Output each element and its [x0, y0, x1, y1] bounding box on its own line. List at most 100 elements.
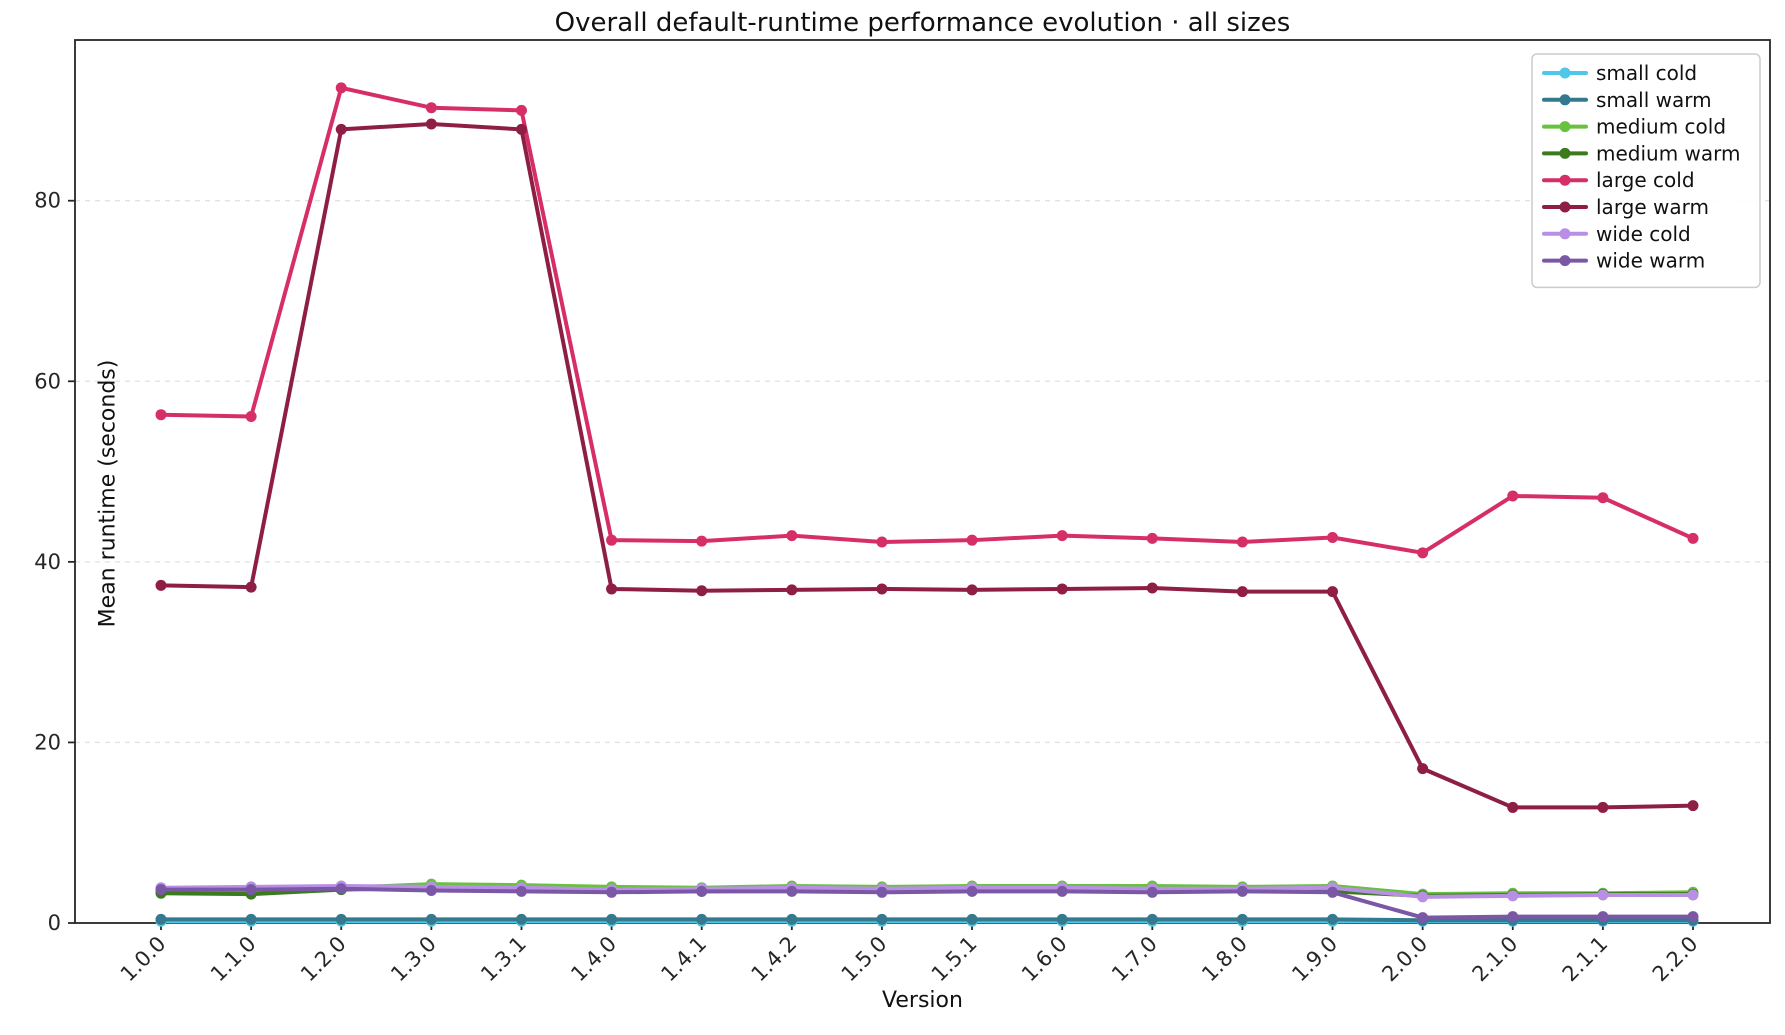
legend-marker	[1559, 228, 1571, 240]
data-point-marker	[786, 885, 798, 897]
data-point-marker	[1146, 532, 1158, 544]
x-tick-label: 1.6.0	[1017, 932, 1072, 987]
data-point-marker	[1236, 586, 1248, 598]
data-point-marker	[1056, 885, 1068, 897]
legend-entry-label: large warm	[1596, 195, 1709, 219]
x-tick-label: 2.0.0	[1377, 932, 1432, 987]
data-point-marker	[966, 584, 978, 596]
data-point-marker	[245, 884, 257, 896]
data-point-marker	[876, 536, 888, 548]
x-tick-label: 1.8.0	[1197, 932, 1252, 987]
x-tick-label: 1.5.0	[837, 932, 892, 987]
data-point-marker	[1687, 889, 1699, 901]
data-point-marker	[1056, 913, 1068, 925]
data-point-marker	[335, 913, 347, 925]
data-point-marker	[876, 913, 888, 925]
legend-marker	[1559, 147, 1571, 159]
series-line	[159, 883, 1695, 899]
data-point-marker	[245, 581, 257, 593]
series-line	[159, 121, 1695, 810]
data-point-marker	[1507, 801, 1519, 813]
data-point-marker	[1597, 911, 1609, 923]
data-point-marker	[155, 409, 167, 421]
x-tick-label: 1.3.1	[476, 932, 531, 987]
data-point-marker	[966, 534, 978, 546]
data-point-marker	[515, 123, 527, 135]
data-point-marker	[155, 913, 167, 925]
data-point-marker	[245, 410, 257, 422]
y-tick-label: 80	[34, 189, 61, 213]
data-point-marker	[606, 913, 618, 925]
data-point-marker	[425, 118, 437, 130]
data-point-marker	[1597, 492, 1609, 504]
series-line	[159, 917, 1695, 923]
x-tick-label: 1.0.0	[116, 932, 171, 987]
legend-entry-label: wide warm	[1596, 249, 1705, 273]
x-tick-label: 1.4.0	[566, 932, 621, 987]
data-point-marker	[606, 583, 618, 595]
series-line	[159, 886, 1695, 920]
data-point-marker	[1507, 490, 1519, 502]
plot-border	[74, 39, 1771, 924]
data-point-marker	[425, 884, 437, 896]
data-point-marker	[425, 913, 437, 925]
legend-entry-label: large cold	[1596, 168, 1695, 192]
series-line	[159, 85, 1695, 555]
x-tick-label: 1.5.1	[927, 932, 982, 987]
data-point-marker	[1056, 530, 1068, 542]
data-point-marker	[1417, 547, 1429, 559]
data-point-marker	[1687, 532, 1699, 544]
data-point-marker	[1687, 800, 1699, 812]
data-point-marker	[425, 102, 437, 114]
data-point-marker	[786, 913, 798, 925]
x-tick-label: 1.4.1	[656, 932, 711, 987]
data-point-marker	[966, 913, 978, 925]
legend-marker	[1559, 94, 1571, 106]
legend-entry-label: small cold	[1596, 61, 1697, 85]
legend-marker	[1559, 255, 1571, 267]
y-tick-label: 40	[34, 550, 61, 574]
data-point-marker	[1327, 886, 1339, 898]
data-point-marker	[1597, 889, 1609, 901]
data-point-marker	[1417, 891, 1429, 903]
data-point-marker	[1327, 531, 1339, 543]
data-point-marker	[1507, 911, 1519, 923]
legend-entry-label: small warm	[1596, 88, 1712, 112]
x-tick-label: 1.9.0	[1287, 932, 1342, 987]
y-tick-label: 20	[34, 730, 61, 754]
legend-entry-label: medium cold	[1596, 115, 1726, 139]
data-point-marker	[696, 913, 708, 925]
data-point-marker	[786, 530, 798, 542]
legend-marker	[1559, 121, 1571, 133]
x-tick-label: 2.1.1	[1558, 932, 1613, 987]
chart-title: Overall default-runtime performance evol…	[554, 8, 1291, 38]
data-point-marker	[155, 579, 167, 591]
x-axis-label: Version	[882, 988, 963, 1013]
y-tick-label: 60	[34, 369, 61, 393]
data-point-marker	[696, 585, 708, 597]
data-point-marker	[696, 885, 708, 897]
data-point-marker	[1146, 886, 1158, 898]
data-point-marker	[606, 886, 618, 898]
data-point-marker	[1327, 913, 1339, 925]
data-point-marker	[786, 584, 798, 596]
data-point-marker	[1236, 913, 1248, 925]
x-tick-label: 1.1.0	[206, 932, 261, 987]
data-point-marker	[335, 123, 347, 135]
x-tick-label: 1.2.0	[296, 932, 351, 987]
data-point-marker	[155, 884, 167, 896]
x-tick-label: 2.1.0	[1468, 932, 1523, 987]
data-point-marker	[245, 913, 257, 925]
legend-marker	[1559, 201, 1571, 213]
legend-entry-label: wide cold	[1596, 222, 1691, 246]
legend-marker	[1559, 67, 1571, 79]
y-axis-label: Mean runtime (seconds)	[95, 359, 121, 628]
legend-marker	[1559, 174, 1571, 186]
x-tick-label: 1.7.0	[1107, 932, 1162, 987]
y-tick-label: 0	[48, 911, 61, 935]
data-point-marker	[515, 104, 527, 116]
data-point-marker	[1417, 763, 1429, 775]
data-point-marker	[1146, 582, 1158, 594]
data-point-marker	[1507, 890, 1519, 902]
